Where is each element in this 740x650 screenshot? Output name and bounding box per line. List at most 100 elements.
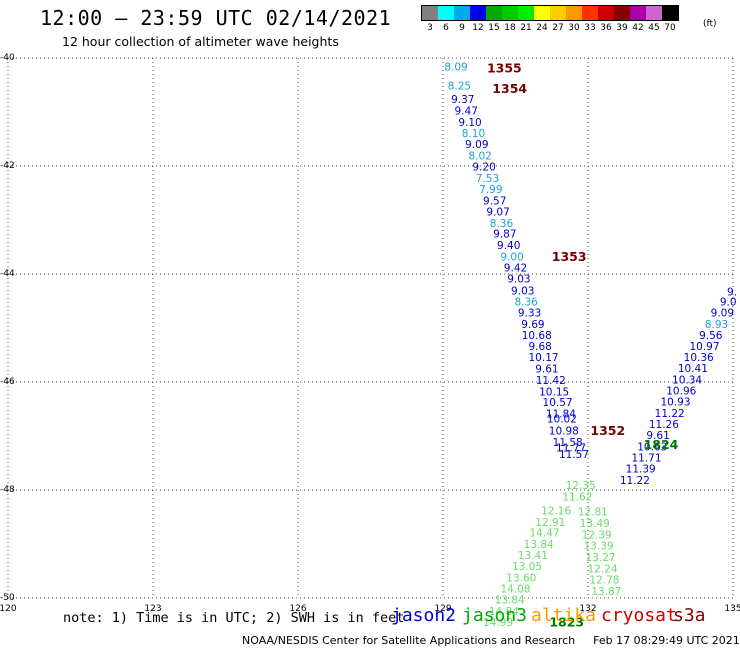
latitude-tick-label: -46: [0, 377, 15, 387]
scale-swatch: [454, 6, 470, 20]
legend-item-s3a: s3a: [673, 605, 706, 626]
scale-swatch: [534, 6, 550, 20]
wave-height-label: 12.16: [541, 506, 571, 518]
wave-height-label: 12.35: [566, 480, 596, 492]
wave-height-label: 8.93: [705, 319, 728, 331]
wave-height-label: 12.91: [535, 517, 565, 529]
wave-height-label: 13.87: [591, 586, 621, 598]
wave-height-label: 9.03: [507, 273, 530, 285]
longitude-tick-label: 135: [724, 604, 740, 614]
scale-swatch: [518, 6, 534, 20]
wave-height-label: 9.37: [451, 94, 474, 106]
wave-height-label: 10.34: [672, 374, 702, 386]
longitude-tick-label: 123: [144, 604, 162, 614]
wave-height-label: 10.63: [637, 441, 667, 453]
wave-height-label: 9.03: [511, 285, 534, 297]
legend-item-jason3: jason3: [462, 605, 528, 626]
scale-label: 12: [472, 23, 484, 33]
scale-swatch: [582, 6, 598, 20]
longitude-tick-label: 120: [0, 604, 17, 614]
wave-height-label: 9.61: [646, 430, 669, 442]
wave-height-label: 13.05: [512, 561, 542, 573]
wave-height-label: 9.57: [483, 196, 506, 208]
wave-height-label: 12.24: [587, 563, 617, 575]
wave-height-label: 9.: [727, 286, 737, 298]
wave-height-label: 11.42: [536, 375, 566, 387]
wave-height-label: 10.93: [660, 397, 690, 409]
wave-height-label: 9.00: [500, 251, 523, 263]
pass-time-label: 1355: [487, 60, 522, 75]
latitude-tick-label: -44: [0, 269, 15, 279]
wave-height-label: 11.57: [559, 449, 589, 461]
wave-height-label: 9.69: [521, 319, 544, 331]
wave-height-label: 10.57: [543, 397, 573, 409]
color-scale: 3 6 9 12 15 18 21 24 27 30 33 36 39 42 45 70: [421, 5, 679, 37]
wave-height-label: 8.36: [514, 297, 538, 309]
wave-height-label: 9.20: [472, 162, 495, 174]
wave-height-label: 13.84: [524, 539, 554, 551]
wave-height-label: 10.15: [539, 386, 569, 398]
color-scale-unit: (ft): [703, 19, 717, 29]
scale-swatch: [422, 6, 438, 20]
wave-height-label: 8.25: [448, 81, 471, 93]
wave-height-label: 10.36: [684, 352, 714, 364]
wave-height-label: 10.41: [678, 363, 708, 375]
wave-height-label: 9.68: [528, 341, 551, 353]
wave-height-label: 13.49: [580, 518, 610, 530]
wave-height-label: 13.39: [584, 541, 614, 553]
scale-label: 39: [616, 23, 628, 33]
wave-height-label: 11.71: [631, 453, 661, 465]
wave-height-label: 11.62: [562, 492, 592, 504]
wave-height-label: 9.07: [486, 206, 509, 218]
latitude-tick-label: -40: [0, 53, 15, 63]
wave-height-label: 10.68: [522, 330, 552, 342]
scale-swatch: [566, 6, 582, 20]
scale-swatch: [502, 6, 518, 20]
wave-height-label: 8.36: [490, 218, 514, 230]
wave-height-label: 13.84: [495, 595, 525, 607]
wave-height-label: 12.39: [582, 529, 612, 541]
scale-swatch: [646, 6, 662, 20]
wave-height-label: 10.96: [666, 386, 696, 398]
scale-label: 21: [520, 23, 532, 33]
wave-height-label: 8.02: [469, 150, 492, 162]
wave-height-label: 14.08: [500, 583, 530, 595]
wave-height-label: 10.02: [547, 413, 577, 425]
wave-height-label: 12.78: [589, 575, 619, 587]
footer-timestamp: Feb 17 08:29:49 UTC 2021: [593, 634, 740, 647]
wave-height-label: 11.26: [649, 419, 679, 431]
footer: NOAA/NESDIS Center for Satellite Applica…: [242, 634, 740, 647]
wave-height-label: 8.10: [462, 128, 485, 140]
wave-height-label: 7.53: [476, 173, 499, 185]
scale-label: 3: [427, 23, 433, 33]
legend-item-cryosat: cryosat: [601, 605, 677, 626]
longitude-tick-label: 126: [289, 604, 307, 614]
longitude-tick-label: 132: [579, 604, 597, 614]
scale-label: 70: [664, 23, 676, 33]
scale-label: 42: [632, 23, 644, 33]
scale-label: 30: [568, 23, 580, 33]
wave-height-label: 9.40: [497, 240, 520, 252]
wave-height-label: 13.27: [586, 552, 616, 564]
scale-label: 9: [459, 23, 465, 33]
wave-height-label: 9.09: [465, 139, 488, 151]
scale-label: 18: [504, 23, 516, 33]
legend-item-altika: altika: [531, 605, 597, 626]
wave-height-label: 11.22: [620, 475, 650, 487]
wave-height-label: 11.22: [655, 408, 685, 420]
pass-time-label: 1354: [492, 81, 527, 96]
note-text: note: 1) Time is in UTC; 2) SWH is in fe…: [63, 610, 405, 626]
scale-label: 33: [584, 23, 596, 33]
wave-height-label: 9.0: [720, 297, 737, 309]
wave-height-label: 9.61: [535, 364, 558, 376]
wave-height-label: 9.87: [493, 229, 516, 241]
scale-swatch: [486, 6, 502, 20]
scale-swatch: [438, 6, 454, 20]
scale-label: 15: [488, 23, 500, 33]
latitude-tick-label: -50: [0, 593, 15, 603]
wave-height-label: 9.10: [458, 117, 481, 129]
legend-item-jason2: jason2: [391, 605, 457, 626]
wave-height-label: 14.99: [483, 617, 513, 629]
color-scale-swatches: [421, 5, 679, 21]
